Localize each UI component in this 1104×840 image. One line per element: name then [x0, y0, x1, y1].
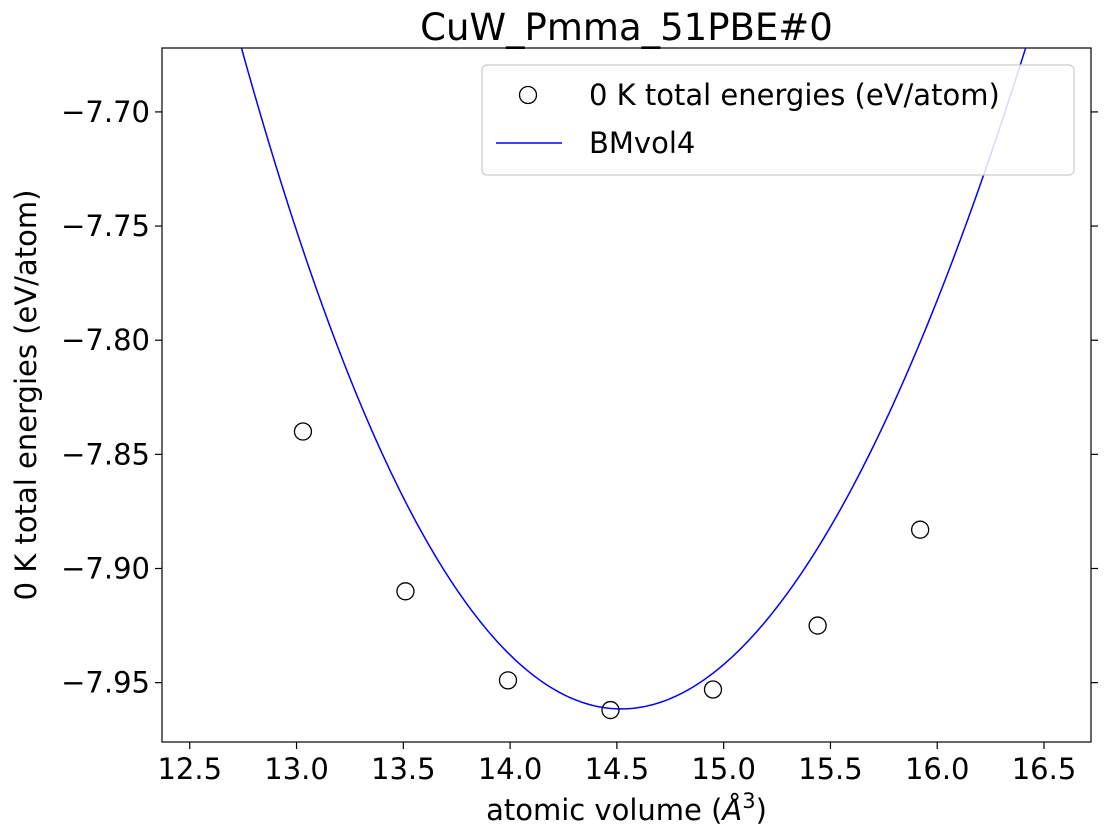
data-point: [910, 520, 930, 539]
y-axis-label: 0 K total energies (eV/atom): [9, 190, 43, 601]
data-point: [498, 671, 518, 690]
data-point: [808, 616, 827, 635]
series-line-bmvol4: [240, 48, 1027, 710]
data-point: [601, 700, 620, 720]
data-point: [396, 582, 415, 601]
y-tick-label: −7.70: [61, 95, 150, 129]
y-tick-label: −7.95: [61, 666, 150, 700]
legend-label: 0 K total energies (eV/atom): [589, 78, 1000, 112]
y-tick-label: −7.75: [61, 209, 150, 243]
legend-label: BMvol4: [589, 126, 695, 160]
data-point: [293, 422, 313, 441]
x-tick-label: 14.0: [478, 752, 543, 786]
legend-marker-circle: [518, 85, 538, 105]
legend-box: [481, 64, 1075, 176]
x-tick-label: 12.5: [157, 752, 222, 786]
legend: 0 K total energies (eV/atom) BMvol4: [481, 64, 1075, 176]
x-tick-label: 15.0: [691, 752, 756, 786]
data-point: [703, 680, 723, 699]
x-tick-label: 15.5: [798, 752, 863, 786]
x-tick-label: 16.0: [905, 752, 970, 786]
plot-frame: [161, 47, 1092, 743]
x-tick-label: 16.5: [1012, 752, 1077, 786]
y-tick-label: −7.80: [61, 323, 150, 357]
x-tick-label: 13.0: [264, 752, 329, 786]
x-tick-label: 13.5: [371, 752, 436, 786]
y-tick-label: −7.90: [61, 552, 150, 586]
chart-title: CuW_Pmma_51PBE#0: [420, 6, 833, 49]
x-axis-label: atomic volume (Å3): [486, 789, 767, 827]
y-tick-label: −7.85: [61, 437, 150, 471]
x-tick-label: 14.5: [585, 752, 650, 786]
